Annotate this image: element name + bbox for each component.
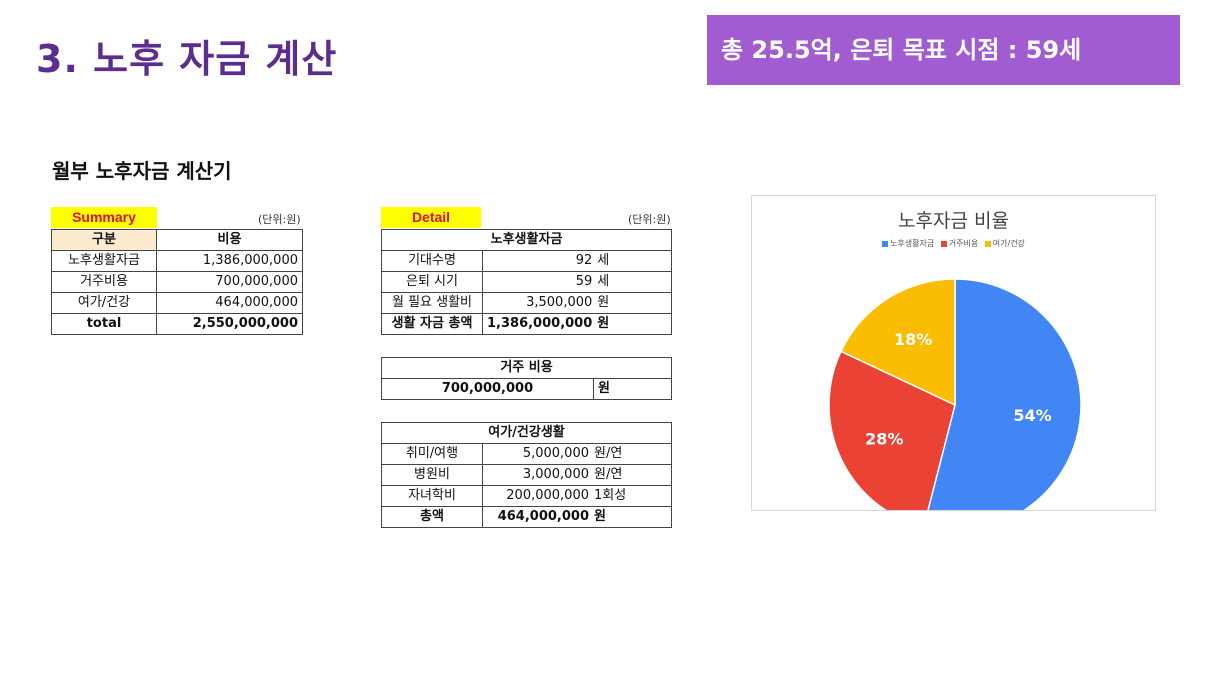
pie-slice: [927, 278, 1082, 510]
sheet-title: 월부 노후자금 계산기: [52, 159, 232, 183]
table-row: 노후생활자금: [381, 229, 672, 251]
legend-item: 노후생활자금: [882, 239, 934, 248]
living-row-value: 3,500,000: [482, 292, 597, 314]
leisure-table: 여가/건강생활 취미/여행 5,000,000 원/연 병원비 3,000,00…: [381, 422, 672, 528]
summary-col-label: 구분: [51, 229, 157, 251]
housing-title: 거주 비용: [381, 357, 672, 379]
living-row-unit: 세: [596, 250, 673, 272]
housing-table: 거주 비용 700,000,000 원: [381, 357, 672, 400]
living-total-value: 1,386,000,000: [482, 313, 597, 335]
table-row: 생활 자금 총액 1,386,000,000 원: [381, 313, 673, 335]
living-total-label: 생활 자금 총액: [381, 313, 483, 335]
leisure-row-unit: 원/연: [593, 443, 672, 465]
summary-total-label: total: [51, 313, 157, 335]
living-total-unit: 원: [596, 313, 673, 335]
table-row: 노후생활자금 1,386,000,000: [51, 250, 303, 272]
living-row-label: 월 필요 생활비: [381, 292, 483, 314]
summary-total-value: 2,550,000,000: [156, 313, 303, 335]
living-row-unit: 세: [596, 271, 673, 293]
leisure-title: 여가/건강생활: [381, 422, 672, 444]
table-row: 월 필요 생활비 3,500,000 원: [381, 292, 673, 314]
legend-swatch: [940, 240, 947, 247]
summary-tag: Summary: [51, 207, 157, 228]
leisure-row-label: 취미/여행: [381, 443, 483, 465]
summary-table: 구분 비용 노후생활자금 1,386,000,000 거주비용 700,000,…: [51, 229, 303, 335]
pie-slice-label: 54%: [1013, 406, 1051, 425]
table-row: 은퇴 시기 59 세: [381, 271, 673, 293]
summary-row-label: 거주비용: [51, 271, 157, 293]
pie-slice: [828, 350, 956, 510]
table-row: 자녀학비 200,000,000 1회성: [381, 485, 672, 507]
summary-unit-label: (단위:원): [258, 213, 301, 226]
table-row: 거주비용 700,000,000: [51, 271, 303, 293]
chart-legend: 노후생활자금 거주비용 여가/건강: [752, 238, 1155, 249]
legend-item: 거주비용: [940, 239, 979, 248]
housing-unit: 원: [593, 378, 672, 400]
living-row-value: 59: [482, 271, 597, 293]
leisure-total-value: 464,000,000: [482, 506, 593, 528]
summary-row-label: 여가/건강: [51, 292, 157, 314]
summary-col-value: 비용: [156, 229, 303, 251]
summary-row-label: 노후생활자금: [51, 250, 157, 272]
leisure-row-unit: 1회성: [593, 485, 672, 507]
leisure-row-value: 3,000,000: [482, 464, 593, 486]
pie-chart: 노후자금 비율 노후생활자금 거주비용 여가/건강 54% 28% 18%: [751, 195, 1156, 511]
living-row-label: 은퇴 시기: [381, 271, 483, 293]
leisure-row-label: 병원비: [381, 464, 483, 486]
table-row: 여가/건강 464,000,000: [51, 292, 303, 314]
table-row: 병원비 3,000,000 원/연: [381, 464, 672, 486]
summary-badge: 총 25.5억, 은퇴 목표 시점 : 59세: [707, 15, 1180, 85]
living-row-value: 92: [482, 250, 597, 272]
pie-slice: [839, 278, 956, 407]
pie-slice-label: 28%: [865, 429, 903, 448]
legend-item: 여가/건강: [984, 239, 1025, 248]
leisure-total-unit: 원: [593, 506, 672, 528]
summary-row-value: 464,000,000: [156, 292, 303, 314]
table-row: 거주 비용: [381, 357, 672, 379]
summary-row-value: 700,000,000: [156, 271, 303, 293]
legend-label: 거주비용: [948, 239, 979, 248]
living-table: 노후생활자금 기대수명 92 세 은퇴 시기 59 세 월 필요 생활비 3,5…: [381, 229, 673, 335]
leisure-row-value: 5,000,000: [482, 443, 593, 465]
legend-swatch: [882, 240, 889, 247]
detail-tag: Detail: [381, 207, 481, 228]
living-row-label: 기대수명: [381, 250, 483, 272]
housing-value: 700,000,000: [381, 378, 594, 400]
table-row: 구분 비용: [51, 229, 303, 251]
table-row: total 2,550,000,000: [51, 313, 303, 335]
table-row: 여가/건강생활: [381, 422, 672, 444]
chart-title: 노후자금 비율: [898, 210, 1009, 232]
table-row: 총액 464,000,000 원: [381, 506, 672, 528]
page-title: 3. 노후 자금 계산: [36, 37, 338, 81]
table-row: 기대수명 92 세: [381, 250, 673, 272]
pie-svg: 54% 28% 18%: [828, 278, 1082, 510]
summary-row-value: 1,386,000,000: [156, 250, 303, 272]
pie-slice-label: 18%: [894, 330, 932, 349]
leisure-row-label: 자녀학비: [381, 485, 483, 507]
leisure-row-value: 200,000,000: [482, 485, 593, 507]
leisure-row-unit: 원/연: [593, 464, 672, 486]
detail-unit-label: (단위:원): [628, 213, 671, 226]
legend-label: 노후생활자금: [890, 239, 935, 248]
table-row: 700,000,000 원: [381, 378, 672, 400]
living-title: 노후생활자금: [381, 229, 672, 251]
living-row-unit: 원: [596, 292, 673, 314]
legend-swatch: [984, 240, 991, 247]
table-row: 취미/여행 5,000,000 원/연: [381, 443, 672, 465]
leisure-total-label: 총액: [381, 506, 483, 528]
legend-label: 여가/건강: [992, 239, 1025, 248]
